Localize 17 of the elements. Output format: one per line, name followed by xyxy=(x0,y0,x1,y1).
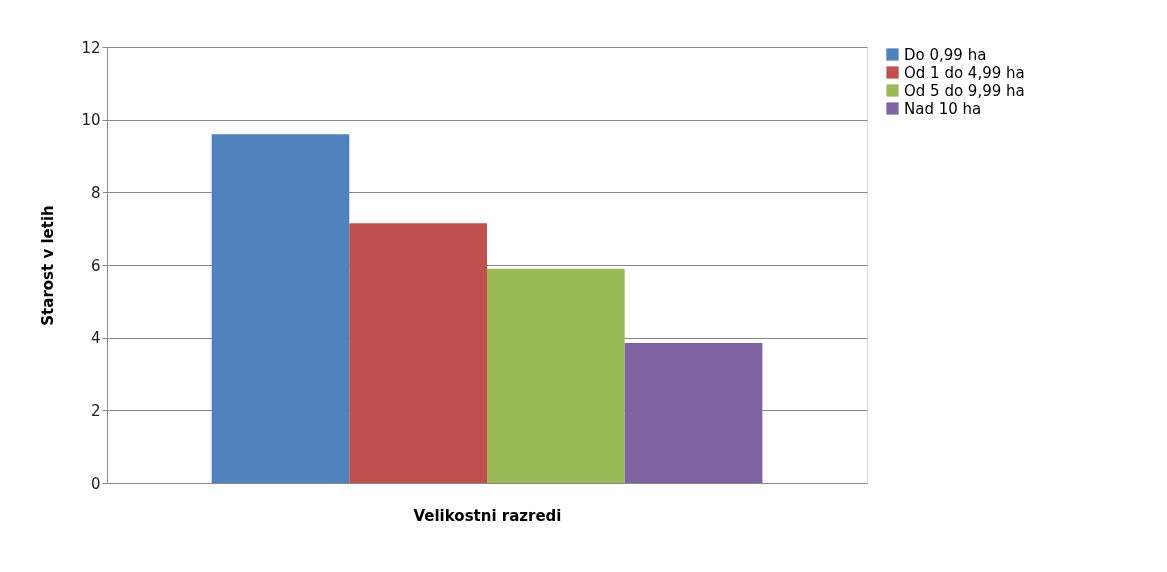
legend-label: Do 0,99 ha xyxy=(904,45,987,64)
legend-label: Od 1 do 4,99 ha xyxy=(904,63,1025,82)
bar xyxy=(624,343,763,483)
y-tick-label: 2 xyxy=(90,401,101,420)
y-tick-label: 0 xyxy=(90,474,101,493)
y-tick-label: 6 xyxy=(90,256,101,275)
bar xyxy=(349,223,487,483)
bar xyxy=(487,268,625,483)
legend-label: Od 5 do 9,99 ha xyxy=(904,81,1025,100)
y-tick-label: 8 xyxy=(90,183,101,202)
y-tick-label: 10 xyxy=(81,111,101,130)
y-axis-title: Starost v letih xyxy=(39,205,58,326)
bar xyxy=(211,134,350,483)
legend-label: Nad 10 ha xyxy=(904,99,982,118)
x-axis-title: Velikostni razredi xyxy=(413,506,562,525)
y-tick-label: 12 xyxy=(81,38,101,57)
y-tick-label: 4 xyxy=(90,329,101,348)
